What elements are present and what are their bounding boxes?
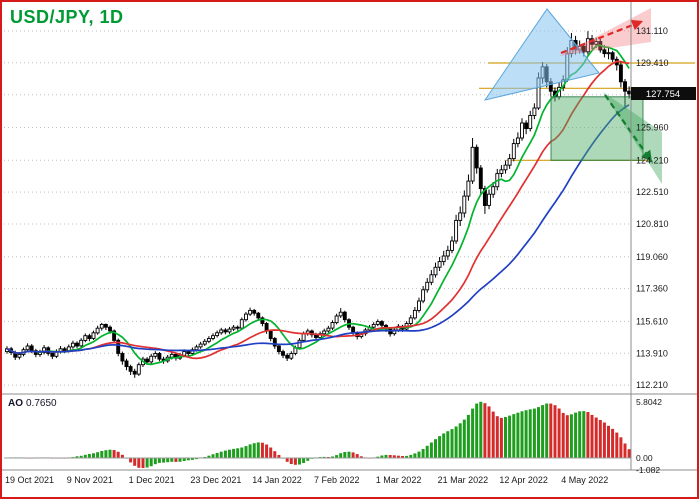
svg-text:112.210: 112.210: [636, 380, 668, 390]
date-label: 7 Feb 2022: [314, 475, 360, 485]
ma-line-slow: [6, 104, 630, 355]
date-label: 19 Oct 2021: [5, 475, 54, 485]
date-axis[interactable]: 19 Oct 2021 9 Nov 2021 1 Dec 2021 23 Dec 20…: [5, 475, 608, 485]
drawing-annotations[interactable]: [483, 8, 662, 184]
date-label: 12 Apr 2022: [499, 475, 548, 485]
ao-histogram: [4, 401, 631, 468]
ma-line-medium: [6, 60, 630, 360]
price-gridlines: [4, 30, 631, 386]
date-label: 4 May 2022: [561, 475, 608, 485]
svg-text:-1.082: -1.082: [636, 465, 660, 475]
ao-value: 0.7650: [26, 398, 57, 409]
date-label: 9 Nov 2021: [67, 475, 113, 485]
ao-scale[interactable]: 5.8042 0.00 -1.082: [636, 397, 662, 475]
current-price-tag: 127.754: [631, 87, 696, 100]
date-label: 14 Jan 2022: [252, 475, 302, 485]
svg-text:113.910: 113.910: [636, 348, 668, 358]
svg-text:0.00: 0.00: [636, 453, 653, 463]
moving-average-lines: [6, 44, 630, 366]
symbol-title: USD/JPY, 1D: [10, 7, 124, 27]
date-label: 21 Mar 2022: [438, 475, 489, 485]
date-label: 1 Dec 2021: [129, 475, 175, 485]
ao-indicator-label: AO 0.7650: [8, 398, 57, 409]
svg-text:122.510: 122.510: [636, 187, 669, 197]
ao-name: AO: [8, 398, 23, 409]
svg-text:117.360: 117.360: [636, 284, 668, 294]
svg-text:115.610: 115.610: [636, 316, 668, 326]
ma-line-fast: [6, 44, 630, 366]
svg-text:124.210: 124.210: [636, 155, 669, 165]
pennant-triangle[interactable]: [483, 8, 600, 101]
current-price-value: 127.754: [646, 89, 680, 100]
svg-text:119.060: 119.060: [636, 252, 668, 262]
svg-text:120.810: 120.810: [636, 219, 669, 229]
panel-separators: [2, 2, 697, 471]
price-scale[interactable]: 131.110 129.410 125.960 124.210 122.510 120.8…: [636, 26, 669, 390]
svg-text:129.410: 129.410: [636, 58, 669, 68]
down-breakdown-arrow[interactable]: [604, 94, 653, 163]
svg-text:131.110: 131.110: [636, 26, 668, 36]
svg-text:125.960: 125.960: [636, 123, 669, 133]
date-label: 1 Mar 2022: [376, 475, 422, 485]
date-label: 23 Dec 2021: [190, 475, 241, 485]
svg-text:5.8042: 5.8042: [636, 397, 662, 407]
up-breakout-arrow[interactable]: [560, 19, 644, 55]
